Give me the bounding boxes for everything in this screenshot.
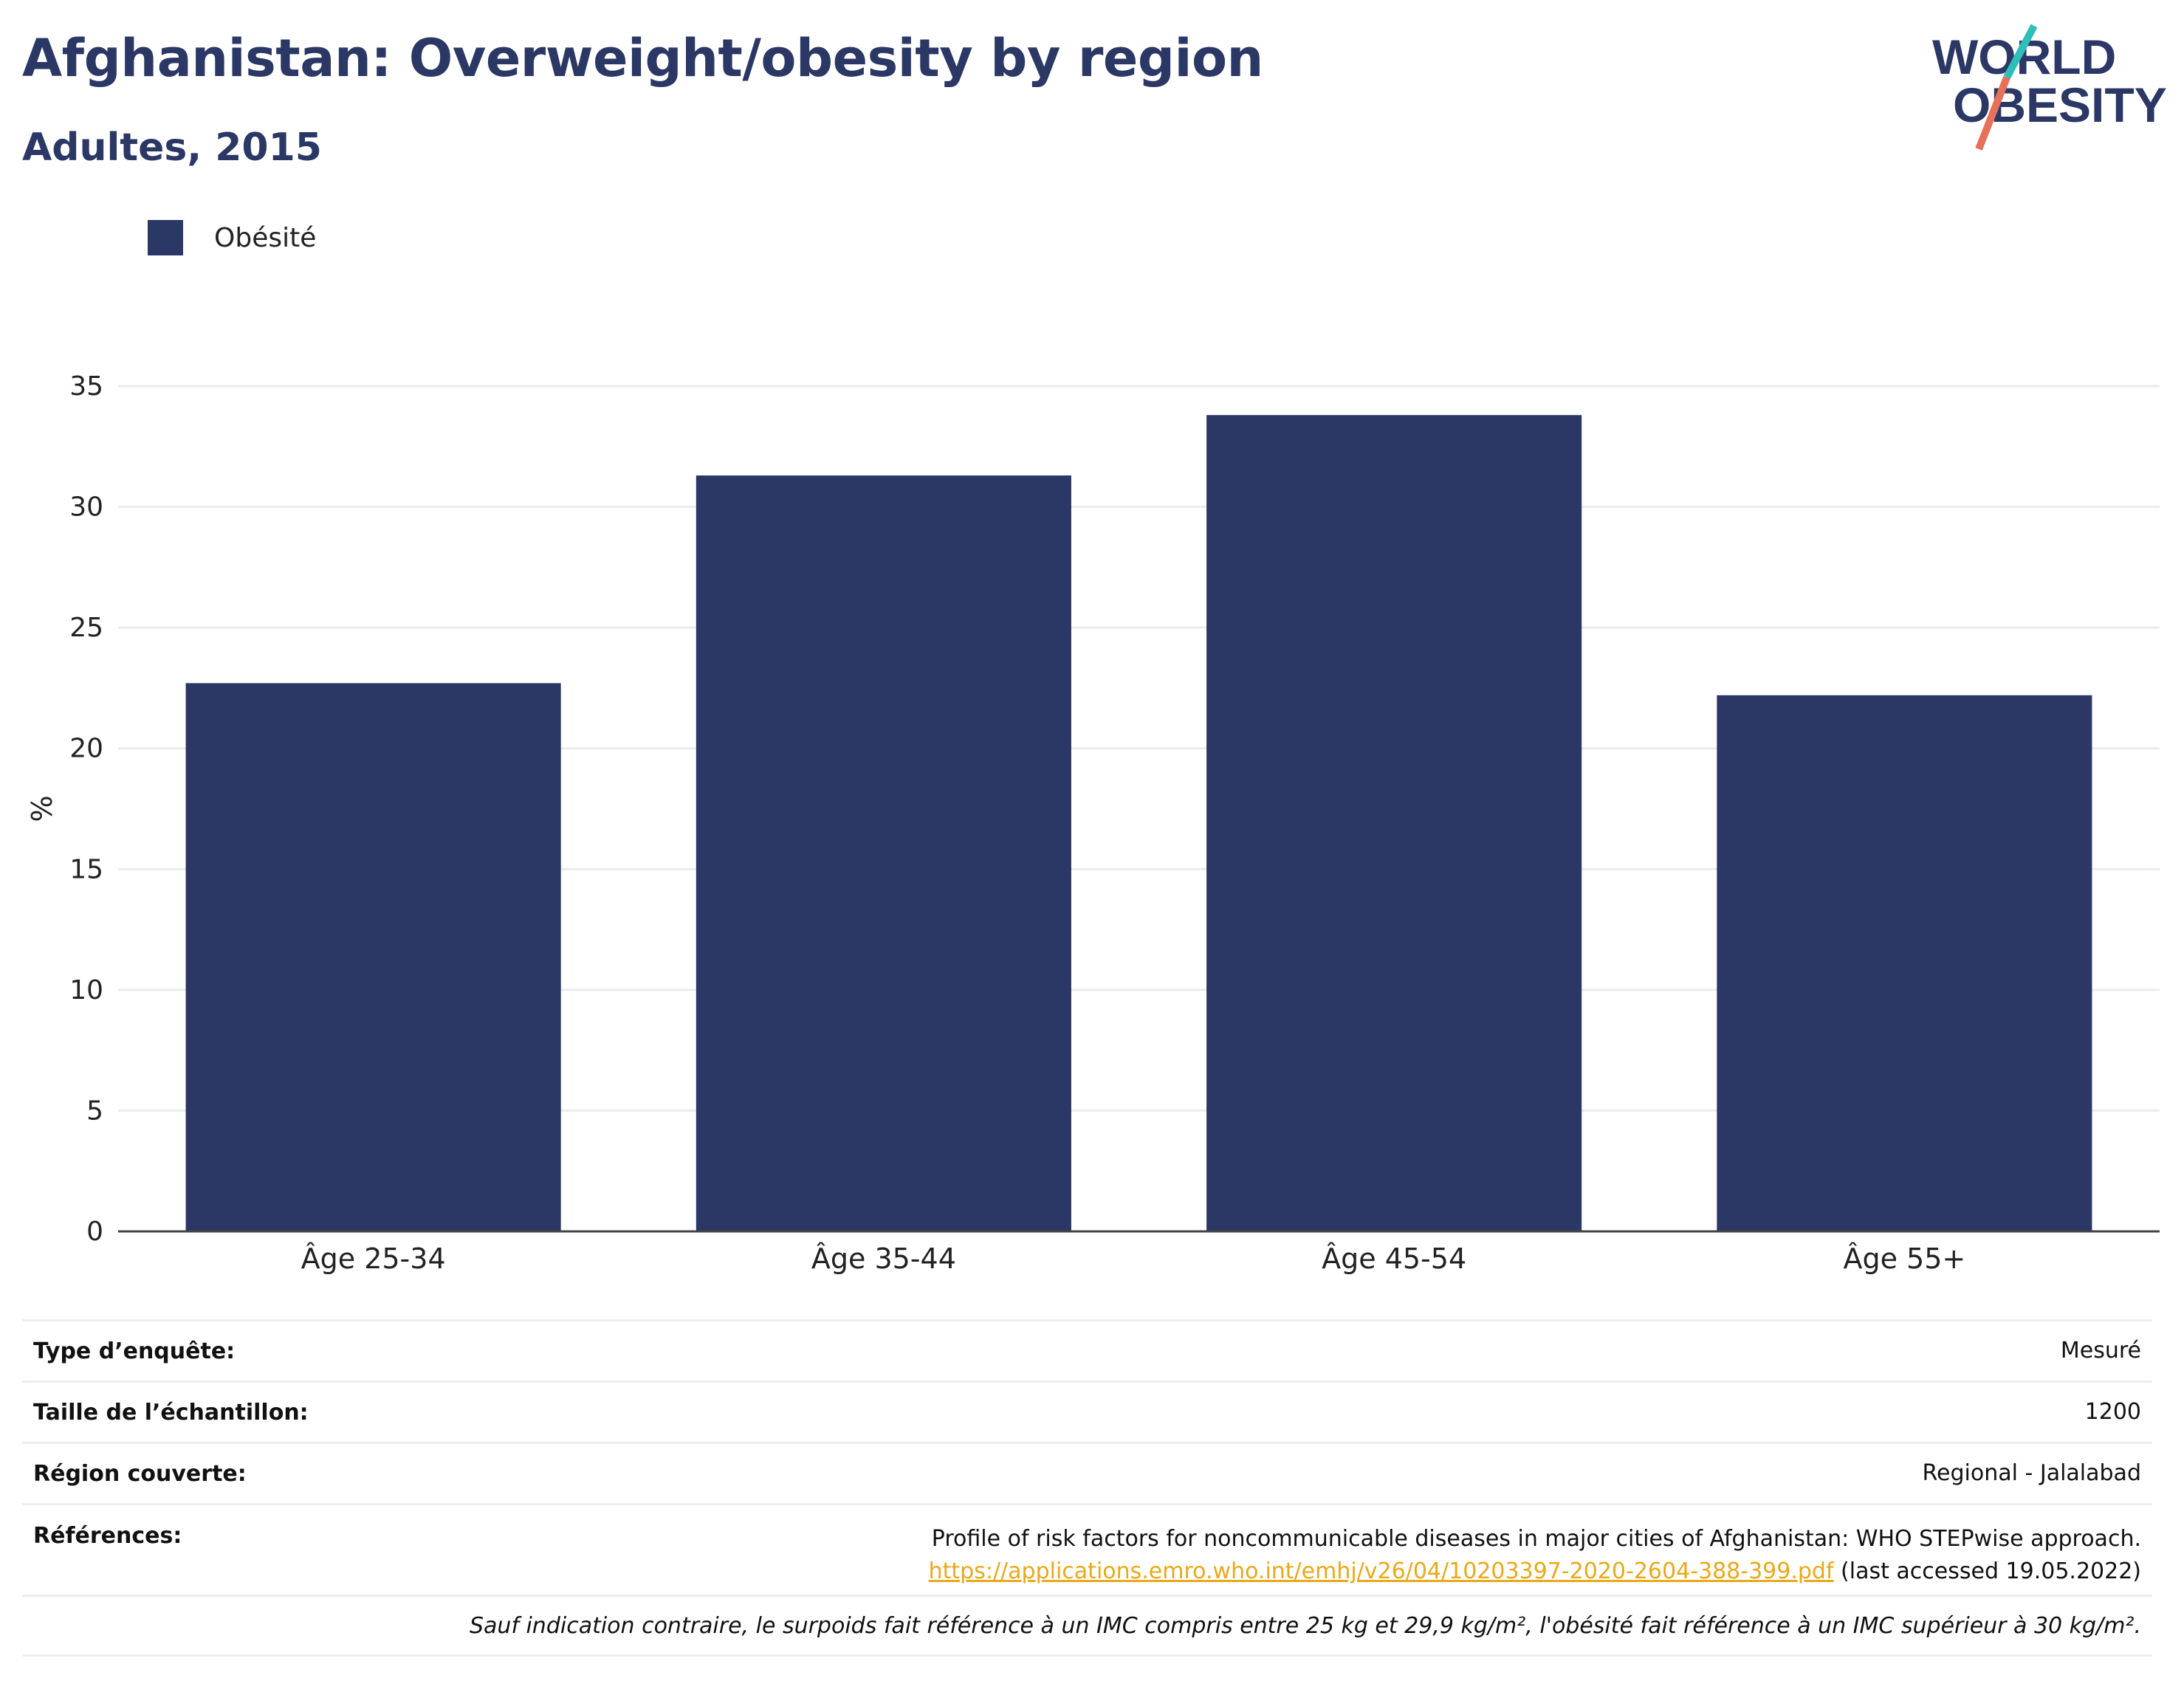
- reference-accessed: (last accessed 19.05.2022): [1833, 1558, 2141, 1584]
- survey-type-value: Mesuré: [2060, 1338, 2141, 1364]
- legend-swatch-obesite: [148, 220, 183, 255]
- footnote: Sauf indication contraire, le surpoids f…: [469, 1612, 2141, 1639]
- info-row-region: Région couverte: Regional - Jalalabad: [22, 1442, 2152, 1503]
- y-tick-label: 0: [86, 1217, 103, 1247]
- reference-link[interactable]: https://applications.emro.who.int/emhj/v…: [928, 1558, 1834, 1584]
- region-value: Regional - Jalalabad: [1922, 1460, 2141, 1486]
- bar: [1206, 415, 1582, 1232]
- x-tick-label: Âge 45-54: [1322, 1242, 1466, 1275]
- reference-text: Profile of risk factors for noncommunica…: [931, 1526, 2141, 1552]
- x-tick-label: Âge 55+: [1843, 1242, 1965, 1275]
- y-tick-label: 10: [69, 975, 103, 1005]
- bar: [185, 683, 561, 1231]
- references-value: Profile of risk factors for noncommunica…: [929, 1523, 2141, 1588]
- info-row-sample-size: Taille de l’échantillon: 1200: [22, 1381, 2152, 1442]
- chart-subtitle: Adultes, 2015: [22, 126, 322, 170]
- legend-label-obesite: Obésité: [214, 222, 317, 253]
- y-tick-label: 35: [69, 371, 103, 402]
- y-tick-label: 15: [69, 854, 103, 884]
- bar: [1717, 695, 2092, 1231]
- bar: [696, 475, 1071, 1231]
- x-tick-label: Âge 35-44: [811, 1242, 956, 1275]
- references-label: Références:: [33, 1523, 182, 1549]
- y-tick-label: 25: [69, 613, 103, 643]
- survey-type-label: Type d’enquête:: [33, 1338, 236, 1364]
- logo-teal-stroke: [2003, 24, 2038, 80]
- survey-info-table: Type d’enquête: Mesuré Taille de l’échan…: [22, 1319, 2152, 1657]
- y-tick-label: 20: [69, 734, 103, 764]
- region-label: Région couverte:: [33, 1460, 247, 1487]
- info-row-references: Références: Profile of risk factors for …: [22, 1503, 2152, 1595]
- y-tick-label: 5: [86, 1096, 103, 1126]
- info-row-survey-type: Type d’enquête: Mesuré: [22, 1319, 2152, 1381]
- sample-size-value: 1200: [2084, 1399, 2141, 1425]
- y-axis-label: %: [26, 795, 58, 822]
- chart-title: Afghanistan: Overweight/obesity by regio…: [22, 28, 1263, 89]
- logo-coral-stroke: [1975, 76, 2010, 151]
- legend: Obésité: [148, 220, 316, 255]
- y-tick-label: 30: [69, 492, 103, 523]
- world-obesity-logo: WORLD OBESITY: [1932, 24, 2167, 151]
- sample-size-label: Taille de l’échantillon:: [33, 1399, 309, 1426]
- x-tick-label: Âge 25-34: [301, 1242, 446, 1275]
- info-row-footnote: Sauf indication contraire, le surpoids f…: [22, 1595, 2152, 1657]
- bar-chart: 0 5 10 15 20 25 30 35 Âge 25-34 Âge 35-44 Âge 45-5…: [26, 371, 2160, 1275]
